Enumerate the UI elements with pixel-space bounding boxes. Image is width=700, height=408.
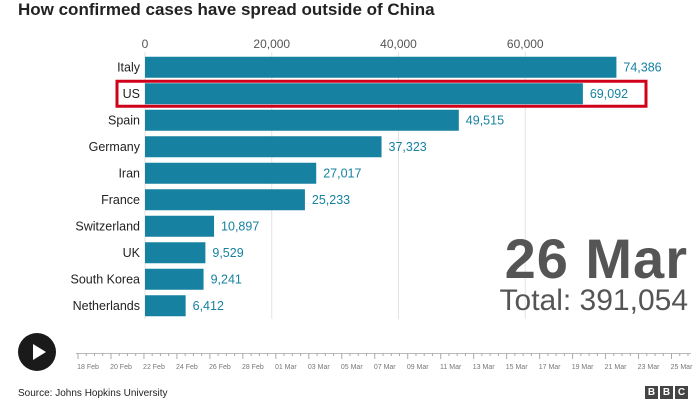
category-label: UK (123, 246, 141, 260)
category-label: Italy (117, 60, 141, 74)
category-label: US (123, 87, 140, 101)
category-label: Switzerland (75, 219, 140, 233)
x-tick-label: 20,000 (253, 37, 290, 51)
category-label: Netherlands (73, 299, 140, 313)
value-label: 27,017 (323, 166, 361, 180)
category-label: South Korea (71, 272, 141, 286)
value-label: 37,323 (389, 140, 427, 154)
timeline-track[interactable] (76, 353, 691, 354)
bar (145, 109, 459, 131)
x-tick-label: 60,000 (507, 37, 544, 51)
current-date: 26 Mar (504, 227, 688, 290)
value-label: 9,529 (212, 246, 243, 260)
x-tick-label: 40,000 (380, 37, 417, 51)
value-label: 9,241 (211, 272, 242, 286)
logo-letter: C (675, 386, 688, 399)
value-label: 49,515 (466, 113, 504, 127)
bar (145, 215, 215, 237)
value-label: 74,386 (623, 60, 661, 74)
category-label: Germany (89, 140, 141, 154)
source-note: Source: Johns Hopkins University (18, 388, 168, 399)
bbc-logo: B B C (645, 386, 688, 399)
total-cases: Total: 391,054 (499, 284, 688, 317)
category-label: France (101, 193, 140, 207)
bar (145, 83, 583, 105)
bar (145, 162, 317, 184)
highlight-box (115, 79, 648, 108)
category-label: Iran (118, 166, 140, 180)
value-label: 25,233 (312, 193, 350, 207)
logo-letter: B (645, 386, 658, 399)
bar (145, 268, 204, 290)
chart-title: How confirmed cases have spread outside … (18, 0, 435, 19)
bar (145, 295, 186, 317)
bar (145, 56, 617, 78)
x-tick-label: 0 (142, 37, 149, 51)
value-label: 6,412 (193, 299, 224, 313)
value-label: 10,897 (221, 219, 259, 233)
bar (145, 189, 305, 211)
play-button[interactable] (18, 333, 56, 371)
category-label: Spain (108, 113, 140, 127)
logo-letter: B (660, 386, 673, 399)
bar (145, 242, 206, 264)
bar (145, 136, 382, 158)
value-label: 69,092 (590, 87, 628, 101)
